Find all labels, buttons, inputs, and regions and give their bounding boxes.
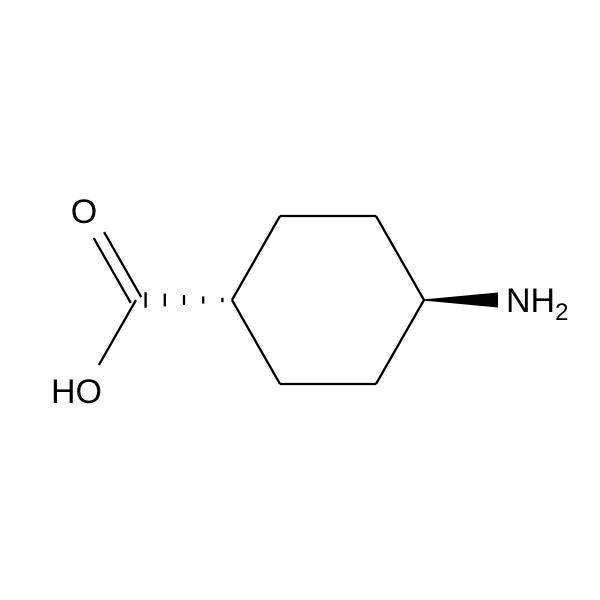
- atom-label-oxygen-double: O: [71, 193, 97, 231]
- molecule-canvas: O HO NH2: [0, 0, 600, 600]
- atom-label-hydroxyl: HO: [51, 373, 102, 411]
- atom-label-amine: NH2: [506, 282, 568, 326]
